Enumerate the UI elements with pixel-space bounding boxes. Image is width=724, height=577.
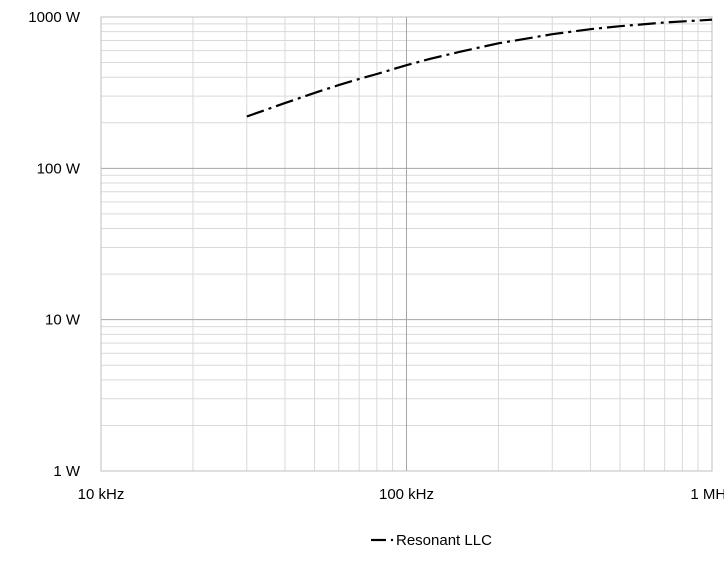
series-layer xyxy=(246,18,713,118)
x-tick-label: 10 kHz xyxy=(78,486,125,503)
series-line xyxy=(246,18,713,118)
y-axis-tick-labels: 1 W 10 W 100 W 1000 W xyxy=(28,9,81,480)
x-tick-label: 100 kHz xyxy=(379,486,434,503)
x-axis-tick-labels: 10 kHz 100 kHz 1 MHz xyxy=(78,486,724,503)
y-tick-label: 1 W xyxy=(53,463,81,480)
y-tick-label: 1000 W xyxy=(28,9,81,26)
legend-label: Resonant LLC xyxy=(396,532,492,549)
legend-dot-swatch xyxy=(390,538,394,542)
plot-area-frame xyxy=(100,16,713,472)
legend: Resonant LLC xyxy=(371,532,492,549)
y-tick-label: 100 W xyxy=(37,160,81,177)
y-tick-label: 10 W xyxy=(45,312,81,329)
x-tick-label: 1 MHz xyxy=(690,486,724,503)
